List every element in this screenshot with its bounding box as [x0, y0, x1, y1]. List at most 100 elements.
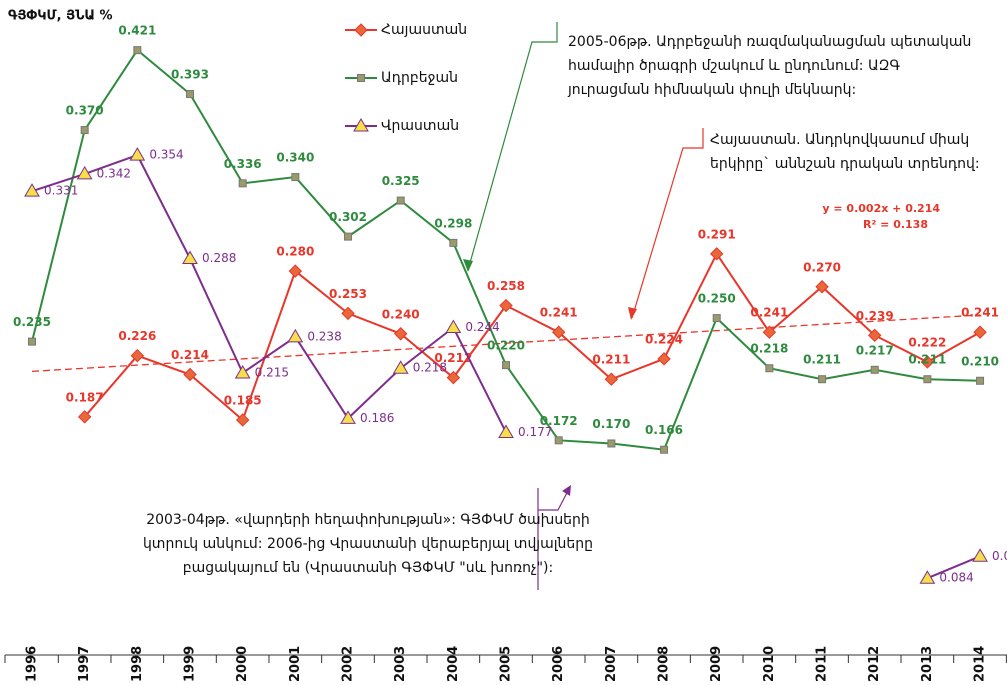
- legend-marker: [353, 118, 369, 132]
- marker: [502, 361, 511, 370]
- data-label: 0.342: [97, 166, 131, 180]
- marker: [76, 165, 93, 180]
- data-label: 0.220: [487, 339, 525, 353]
- marker: [182, 250, 198, 265]
- x-tick-label: 2005: [499, 646, 514, 682]
- data-label: 0.238: [307, 329, 341, 343]
- marker: [186, 90, 195, 99]
- data-label: 0.241: [961, 306, 999, 320]
- marker: [923, 375, 932, 384]
- legend-label: Ադրբեջան: [381, 70, 458, 86]
- marker: [973, 325, 987, 339]
- data-label: 0.340: [276, 151, 314, 165]
- data-label: 0.354: [149, 148, 183, 162]
- annotation: բացակայում են (Վրաստանի ԳՅՓԿՄ "սև խոռոչ"…: [183, 560, 553, 576]
- x-tick-label: 2004: [446, 646, 461, 682]
- marker: [972, 548, 988, 562]
- x-tick-label: 2010: [762, 646, 777, 682]
- marker: [129, 147, 146, 161]
- x-tick-label: 2011: [815, 646, 830, 682]
- data-label: 0.214: [171, 348, 209, 362]
- data-label: 0.235: [13, 315, 51, 329]
- marker: [445, 319, 462, 333]
- x-tick-label: 2009: [709, 646, 724, 682]
- marker: [238, 179, 247, 188]
- marker: [765, 364, 774, 373]
- trend-r2: R² = 0.138: [863, 218, 928, 231]
- marker: [498, 424, 514, 438]
- x-tick-label: 2008: [657, 646, 672, 682]
- marker: [287, 328, 304, 343]
- x-tick-label: 2007: [604, 646, 619, 682]
- marker: [77, 410, 92, 424]
- marker: [235, 413, 250, 427]
- x-tick-label: 2013: [920, 646, 935, 682]
- data-label: 0.298: [434, 216, 472, 230]
- x-tick-label: 2002: [341, 646, 356, 682]
- marker: [133, 46, 142, 55]
- marker: [28, 337, 36, 346]
- marker: [712, 314, 721, 323]
- chart-title: ԳՅՓԿՄ, ՅՆԱ %: [8, 9, 113, 24]
- data-label: 0.185: [224, 393, 262, 407]
- data-label: 0.211: [803, 353, 841, 367]
- data-label: 0.253: [329, 287, 367, 301]
- marker: [183, 367, 197, 382]
- data-label: 0.222: [908, 335, 946, 349]
- annotation: 2003-04թթ. «վարդերի հեղափոխության»: ԳՅՓԿ…: [146, 512, 590, 528]
- callout-line: [631, 128, 704, 319]
- trend-line: [31, 314, 981, 373]
- x-tick-label: 1997: [77, 646, 92, 682]
- marker: [818, 375, 827, 384]
- data-label: 0.210: [961, 354, 999, 368]
- data-label: 0.336: [224, 157, 262, 171]
- x-tick-label: 1998: [130, 646, 145, 682]
- marker: [604, 372, 619, 386]
- marker: [341, 306, 355, 321]
- marker: [393, 327, 408, 341]
- marker: [870, 365, 879, 374]
- arrow-head: [463, 259, 473, 272]
- marker: [130, 348, 145, 363]
- data-label: 0.186: [360, 411, 394, 425]
- marker: [234, 364, 251, 379]
- data-label: 0.170: [592, 417, 630, 431]
- legend-marker: [354, 23, 368, 37]
- data-label: 0.393: [171, 68, 209, 82]
- marker: [607, 439, 616, 448]
- annotation: յուրացման հիմնական փուլի մեկնարկ:: [567, 82, 856, 98]
- marker: [24, 183, 40, 197]
- legend-label: Վրաստան: [381, 118, 459, 134]
- data-label: 0.302: [329, 210, 367, 224]
- x-tick-label: 1999: [183, 646, 198, 682]
- data-label: 0.244: [465, 320, 499, 334]
- data-label: 0.098: [992, 549, 1007, 563]
- annotation: կտրուկ անկում: 2006-ից Վրաստանի վերաբերյ…: [143, 536, 593, 552]
- x-tick-label: 2014: [973, 646, 988, 682]
- data-label: 0.212: [434, 351, 472, 365]
- data-label: 0.218: [413, 361, 447, 375]
- data-label: 0.370: [66, 104, 104, 118]
- data-label: 0.240: [382, 307, 420, 321]
- data-label: 0.172: [540, 414, 578, 428]
- marker: [660, 445, 669, 454]
- data-label: 0.241: [540, 306, 578, 320]
- callout-line: [537, 486, 571, 590]
- data-label: 0.215: [255, 365, 289, 379]
- x-tick-label: 2001: [288, 646, 303, 682]
- data-label: 0.239: [856, 309, 894, 323]
- legend-marker: [357, 74, 365, 82]
- data-label: 0.177: [518, 425, 552, 439]
- x-tick-label: 2006: [551, 646, 566, 682]
- series-line: [31, 153, 981, 580]
- arrow-head: [628, 307, 637, 320]
- arrow-head: [562, 485, 571, 496]
- marker: [554, 436, 563, 445]
- x-tick-label: 2003: [393, 646, 408, 682]
- marker: [446, 370, 461, 385]
- data-label: 0.211: [908, 353, 946, 367]
- marker: [920, 355, 935, 369]
- data-label: 0.280: [276, 245, 314, 259]
- data-label: 0.270: [803, 260, 841, 274]
- marker: [344, 232, 353, 241]
